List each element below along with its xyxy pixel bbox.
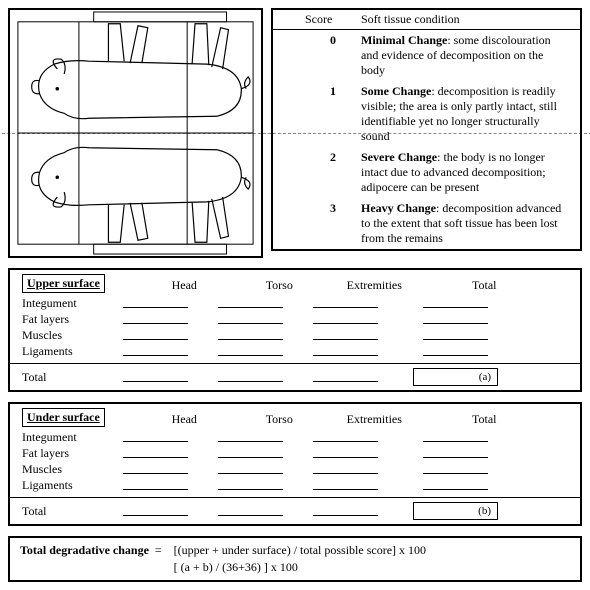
grand-total-b[interactable]: (b) [413, 502, 498, 520]
score-value: 2 [305, 150, 361, 195]
blank-slot[interactable] [423, 314, 488, 324]
tissue-label: Muscles [22, 328, 108, 343]
score-title: Heavy Change [361, 201, 436, 215]
blank-slot[interactable] [218, 314, 283, 324]
blank-slot[interactable] [218, 448, 283, 458]
formula-label: Total degradative change [20, 543, 149, 557]
col-extremities: Extremities [327, 412, 422, 427]
blank-slot[interactable] [313, 298, 378, 308]
col-head: Head [137, 278, 232, 293]
score-row: 3 Heavy Change: decomposition advanced t… [273, 198, 580, 249]
tissue-row: Ligaments [22, 477, 568, 493]
tissue-row: Ligaments [22, 343, 568, 359]
blank-slot[interactable] [423, 346, 488, 356]
score-title: Minimal Change [361, 33, 447, 47]
blank-slot[interactable] [313, 330, 378, 340]
score-row: 2 Severe Change: the body is no longer i… [273, 147, 580, 198]
tissue-row: Fat layers [22, 445, 568, 461]
tissue-row: Muscles [22, 461, 568, 477]
pig-diagram [8, 8, 263, 258]
blank-slot[interactable] [423, 432, 488, 442]
col-total: Total [442, 412, 527, 427]
col-torso: Torso [232, 278, 327, 293]
col-total: Total [442, 278, 527, 293]
score-value: 1 [305, 84, 361, 144]
blank-slot[interactable] [123, 506, 188, 516]
grand-total-a[interactable]: (a) [413, 368, 498, 386]
col-extremities: Extremities [327, 278, 422, 293]
blank-slot[interactable] [218, 432, 283, 442]
scoring-table: Score Soft tissue condition 0 Minimal Ch… [271, 8, 582, 251]
blank-slot[interactable] [123, 448, 188, 458]
tissue-label: Integument [22, 296, 108, 311]
col-head: Head [137, 412, 232, 427]
blank-slot[interactable] [313, 314, 378, 324]
tissue-row: Muscles [22, 327, 568, 343]
blank-slot[interactable] [218, 372, 283, 382]
formula-eq: = [155, 543, 162, 557]
blank-slot[interactable] [218, 464, 283, 474]
blank-slot[interactable] [123, 372, 188, 382]
score-value: 3 [305, 201, 361, 246]
blank-slot[interactable] [313, 346, 378, 356]
score-row: 1 Some Change: decomposition is readily … [273, 81, 580, 147]
blank-slot[interactable] [313, 464, 378, 474]
blank-slot[interactable] [218, 480, 283, 490]
blank-slot[interactable] [423, 448, 488, 458]
blank-slot[interactable] [123, 464, 188, 474]
formula-line1: [(upper + under surface) / total possibl… [174, 543, 426, 557]
blank-slot[interactable] [313, 448, 378, 458]
blank-slot[interactable] [123, 330, 188, 340]
blank-slot[interactable] [423, 480, 488, 490]
blank-slot[interactable] [123, 298, 188, 308]
blank-slot[interactable] [313, 480, 378, 490]
header-condition: Soft tissue condition [361, 12, 570, 27]
tissue-label: Ligaments [22, 344, 108, 359]
col-torso: Torso [232, 412, 327, 427]
tissue-row: Integument [22, 295, 568, 311]
pig-diagram-svg [10, 10, 261, 256]
under-surface-sheet: Under surface Head Torso Extremities Tot… [8, 402, 582, 526]
blank-slot[interactable] [123, 480, 188, 490]
blank-slot[interactable] [423, 298, 488, 308]
upper-surface-label: Upper surface [22, 274, 105, 293]
blank-slot[interactable] [218, 298, 283, 308]
under-surface-label: Under surface [22, 408, 105, 427]
blank-slot[interactable] [123, 314, 188, 324]
formula-line2: [ (a + b) / (36+36) ] x 100 [174, 560, 298, 574]
blank-slot[interactable] [313, 372, 378, 382]
tissue-label: Fat layers [22, 446, 108, 461]
blank-slot[interactable] [123, 432, 188, 442]
row-total-label: Total [22, 370, 108, 385]
score-row: 0 Minimal Change: some discolouration an… [273, 30, 580, 81]
score-title: Some Change [361, 84, 431, 98]
tissue-label: Integument [22, 430, 108, 445]
blank-slot[interactable] [423, 464, 488, 474]
formula-box: Total degradative change = [(upper + und… [8, 536, 582, 582]
row-total-label: Total [22, 504, 108, 519]
tissue-label: Ligaments [22, 478, 108, 493]
blank-slot[interactable] [218, 506, 283, 516]
blank-slot[interactable] [313, 432, 378, 442]
blank-slot[interactable] [123, 346, 188, 356]
score-title: Severe Change [361, 150, 437, 164]
header-score: Score [305, 12, 361, 27]
tissue-row: Fat layers [22, 311, 568, 327]
blank-slot[interactable] [218, 346, 283, 356]
blank-slot[interactable] [218, 330, 283, 340]
tissue-label: Fat layers [22, 312, 108, 327]
tissue-label: Muscles [22, 462, 108, 477]
upper-surface-sheet: Upper surface Head Torso Extremities Tot… [8, 268, 582, 392]
score-value: 0 [305, 33, 361, 78]
blank-slot[interactable] [313, 506, 378, 516]
tissue-row: Integument [22, 429, 568, 445]
blank-slot[interactable] [423, 330, 488, 340]
